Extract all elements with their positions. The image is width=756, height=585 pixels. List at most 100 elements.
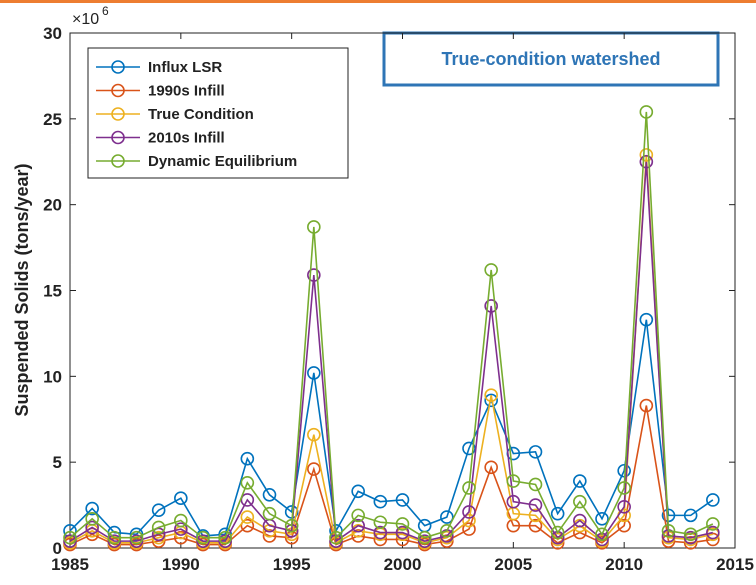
data-point — [196, 530, 210, 545]
data-point — [395, 532, 410, 547]
data-point — [240, 518, 255, 533]
legend-marker — [111, 83, 125, 98]
data-point — [506, 494, 521, 509]
data-point — [373, 494, 388, 509]
data-point — [351, 508, 365, 523]
data-point — [706, 525, 720, 540]
data-point — [440, 510, 454, 524]
data-point — [307, 220, 321, 234]
y-tick-label: 25 — [43, 110, 62, 129]
data-point — [63, 534, 77, 548]
data-point — [683, 508, 698, 523]
series-line — [69, 111, 714, 540]
data-point — [528, 445, 543, 459]
data-point — [683, 536, 698, 550]
data-point — [528, 518, 543, 533]
data-point — [85, 512, 99, 526]
data-point — [550, 525, 565, 540]
data-point — [85, 520, 99, 535]
data-point — [395, 517, 410, 531]
data-point — [307, 268, 321, 282]
data-point — [307, 427, 321, 442]
annotation-box — [382, 31, 720, 87]
y-multiplier-exponent: 6 — [102, 4, 109, 18]
data-point — [151, 520, 166, 535]
x-tick-label: 1995 — [273, 555, 311, 574]
legend-box — [87, 47, 349, 179]
legend-label: True Condition — [148, 106, 254, 123]
data-point — [240, 475, 255, 490]
data-point — [174, 513, 188, 528]
top-bar — [0, 0, 756, 3]
data-point — [240, 451, 255, 466]
legend-marker — [111, 60, 125, 74]
data-point — [639, 105, 654, 119]
y-tick-label: 20 — [43, 196, 62, 215]
data-point — [528, 477, 543, 492]
data-point — [706, 532, 720, 547]
data-point — [174, 530, 188, 545]
legend-marker — [111, 154, 125, 168]
data-point — [351, 529, 365, 543]
x-tick-label: 2000 — [384, 555, 422, 574]
data-point — [639, 312, 654, 327]
data-point — [351, 484, 365, 499]
data-point — [462, 522, 476, 536]
data-point — [462, 505, 476, 519]
x-tick-label: 1985 — [51, 555, 89, 574]
data-point — [307, 462, 321, 476]
data-point — [484, 460, 498, 475]
data-point — [174, 522, 188, 536]
data-point — [573, 474, 587, 488]
series-line — [69, 161, 714, 543]
y-tick-label: 30 — [43, 24, 62, 43]
series-line — [69, 319, 714, 537]
data-point — [617, 481, 631, 495]
y-multiplier: ×10 — [72, 11, 99, 28]
data-point — [107, 534, 122, 548]
data-point — [63, 530, 77, 545]
data-point — [462, 481, 476, 495]
data-point — [484, 299, 498, 313]
y-tick-label: 0 — [53, 539, 62, 558]
data-point — [196, 534, 210, 548]
x-tick-label: 1990 — [162, 555, 200, 574]
legend-marker — [111, 107, 125, 121]
data-point — [639, 154, 654, 169]
data-point — [573, 513, 587, 528]
data-point — [462, 513, 476, 528]
x-tick-label: 2005 — [494, 555, 532, 574]
legend-marker — [111, 130, 125, 145]
legend-label: Influx LSR — [148, 59, 222, 76]
y-axis-label: Suspended Solids (tons/year) — [12, 163, 32, 416]
data-point — [107, 530, 122, 545]
data-point — [528, 508, 543, 523]
data-point — [639, 148, 654, 162]
x-tick-label: 2015 — [716, 555, 754, 574]
y-tick-label: 5 — [53, 453, 62, 472]
data-point — [617, 518, 631, 533]
data-point — [373, 532, 388, 547]
data-point — [484, 393, 498, 408]
data-point — [417, 534, 432, 548]
data-point — [706, 493, 720, 507]
data-point — [395, 525, 410, 540]
data-point — [484, 388, 498, 403]
data-point — [218, 534, 232, 548]
data-point — [240, 510, 255, 524]
data-point — [440, 524, 454, 538]
data-point — [174, 491, 188, 506]
data-point — [151, 530, 166, 545]
data-point — [706, 517, 720, 531]
legend-label: 2010s Infill — [148, 130, 225, 147]
series-line — [69, 154, 714, 545]
data-point — [129, 530, 144, 545]
data-point — [683, 530, 698, 545]
data-point — [661, 524, 676, 538]
data-point — [484, 263, 498, 277]
data-point — [462, 441, 476, 456]
series-line — [69, 405, 713, 546]
data-point — [218, 530, 232, 545]
data-point — [595, 512, 609, 526]
y-tick-label: 15 — [43, 282, 62, 301]
